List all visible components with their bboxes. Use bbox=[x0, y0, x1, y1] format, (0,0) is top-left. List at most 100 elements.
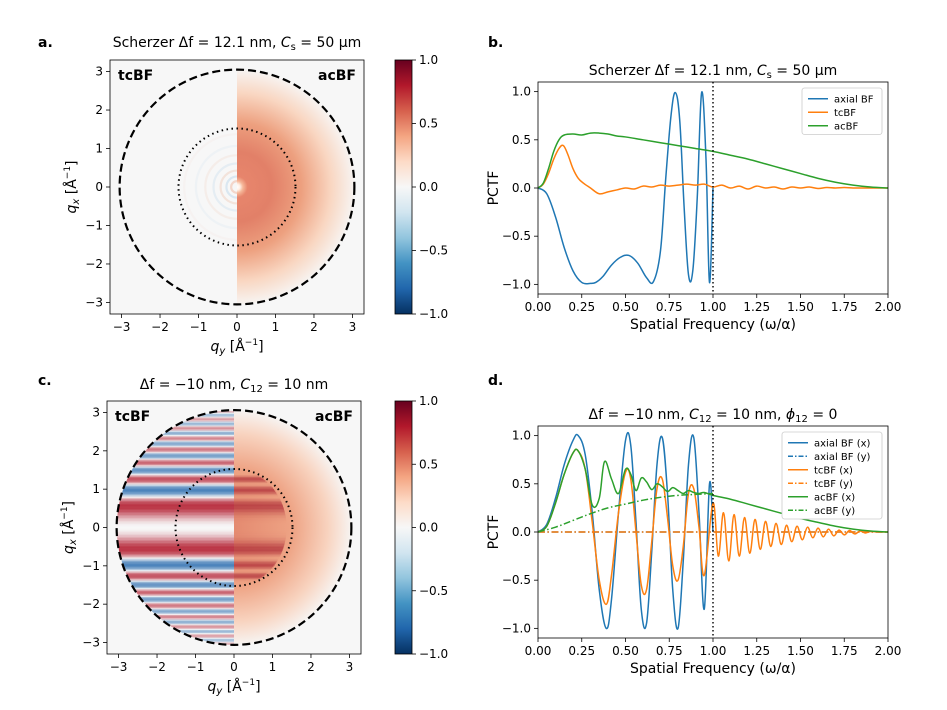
stripe bbox=[120, 496, 234, 499]
stripe bbox=[152, 442, 234, 445]
series-group bbox=[538, 432, 888, 630]
stripe bbox=[119, 550, 234, 553]
chart-title: Δf = −10 nm, C12 = 10 nm, ϕ12 = 0 bbox=[589, 407, 838, 425]
acbf-region-label: acBF bbox=[315, 409, 353, 425]
stripe bbox=[156, 614, 234, 617]
stripe bbox=[132, 467, 234, 470]
stripe bbox=[130, 470, 234, 473]
x-tick-label: 1.75 bbox=[831, 300, 858, 314]
stripe bbox=[119, 500, 234, 503]
x-tick-label: 2.00 bbox=[875, 300, 902, 314]
ripple bbox=[234, 571, 269, 574]
stripe bbox=[151, 610, 234, 613]
x-tick-label: 1.25 bbox=[743, 644, 770, 658]
x-tick-label: 0.00 bbox=[525, 300, 552, 314]
ripple bbox=[234, 500, 282, 503]
stripe bbox=[117, 541, 234, 544]
stripe bbox=[122, 488, 234, 491]
x-tick-label: 3 bbox=[346, 660, 354, 674]
ripple bbox=[234, 479, 266, 482]
stripe bbox=[157, 437, 234, 440]
stripe bbox=[134, 464, 234, 467]
series-line-acbf-y- bbox=[538, 492, 714, 533]
x-tick-label: 1.75 bbox=[831, 644, 858, 658]
colorbar-tick-label: 0.5 bbox=[419, 117, 438, 131]
stripe bbox=[118, 547, 234, 550]
stripe bbox=[118, 508, 234, 511]
stripe bbox=[128, 578, 234, 581]
y-tick-label: 1.0 bbox=[512, 429, 531, 443]
stripe bbox=[201, 413, 234, 416]
ripple bbox=[234, 538, 286, 541]
outer-circle bbox=[118, 68, 356, 306]
stripe bbox=[132, 586, 234, 589]
stripe bbox=[132, 584, 234, 587]
ripple bbox=[234, 505, 284, 508]
ripple bbox=[234, 508, 284, 511]
stripe bbox=[126, 574, 234, 577]
colorbar-tick-label: 0.0 bbox=[419, 180, 438, 194]
stripe bbox=[116, 535, 234, 538]
inner-circle bbox=[174, 468, 294, 587]
x-tick-label: 0.25 bbox=[568, 300, 595, 314]
stripe bbox=[117, 538, 234, 541]
stripe bbox=[122, 562, 234, 565]
colorbar bbox=[394, 400, 413, 655]
stripe bbox=[116, 532, 234, 535]
ripple bbox=[234, 491, 277, 494]
stripe bbox=[140, 455, 234, 458]
legend-label: axial BF bbox=[834, 94, 874, 105]
ripple bbox=[234, 476, 262, 479]
stripe bbox=[153, 611, 234, 614]
stripe bbox=[135, 463, 234, 466]
y-tick-label: −1 bbox=[85, 218, 103, 232]
tcbf-ring bbox=[194, 144, 238, 230]
stripe bbox=[158, 616, 234, 619]
stripe bbox=[220, 643, 234, 645]
ripple bbox=[234, 493, 278, 496]
colorbar-tick-label: 1.0 bbox=[419, 394, 438, 408]
stripe bbox=[137, 593, 234, 596]
stripe bbox=[144, 602, 234, 605]
stripe bbox=[176, 424, 234, 427]
stripe bbox=[120, 556, 234, 559]
legend-label: acBF (y) bbox=[814, 506, 855, 517]
ripple bbox=[234, 547, 284, 550]
ripple bbox=[234, 542, 285, 545]
stripe bbox=[122, 490, 234, 493]
stripe bbox=[133, 466, 234, 469]
stripe bbox=[116, 520, 234, 523]
stripe bbox=[145, 449, 234, 452]
ripple bbox=[234, 565, 274, 568]
stripe bbox=[188, 418, 234, 421]
stripe bbox=[144, 451, 234, 454]
ripple bbox=[234, 553, 281, 556]
x-tick-label: 1.25 bbox=[743, 300, 770, 314]
stripe bbox=[143, 601, 234, 604]
stripe bbox=[141, 598, 234, 601]
stripe bbox=[150, 443, 234, 446]
x-tick-label: 0.50 bbox=[612, 644, 639, 658]
stripe bbox=[116, 521, 234, 524]
ripple bbox=[234, 548, 283, 551]
legend-label: tcBF (y) bbox=[814, 479, 853, 490]
legend-label: acBF bbox=[834, 121, 858, 132]
stripe bbox=[134, 589, 234, 592]
series-line-acbf-x- bbox=[538, 448, 888, 533]
y-tick-label: −0.5 bbox=[502, 229, 531, 243]
stripe bbox=[170, 625, 234, 628]
stripe bbox=[121, 560, 234, 563]
stripe bbox=[147, 605, 234, 608]
stripe bbox=[147, 446, 234, 449]
ripple bbox=[234, 545, 284, 548]
stripe bbox=[123, 485, 234, 488]
tcbf-ring bbox=[225, 175, 238, 199]
ripple bbox=[234, 484, 271, 487]
y-tick-label: 0 bbox=[95, 180, 103, 194]
colorbar-tick-label: 0.0 bbox=[419, 521, 438, 535]
ripple bbox=[234, 580, 255, 582]
stripe bbox=[180, 631, 234, 634]
stripe bbox=[185, 419, 234, 422]
stripe bbox=[125, 571, 234, 574]
